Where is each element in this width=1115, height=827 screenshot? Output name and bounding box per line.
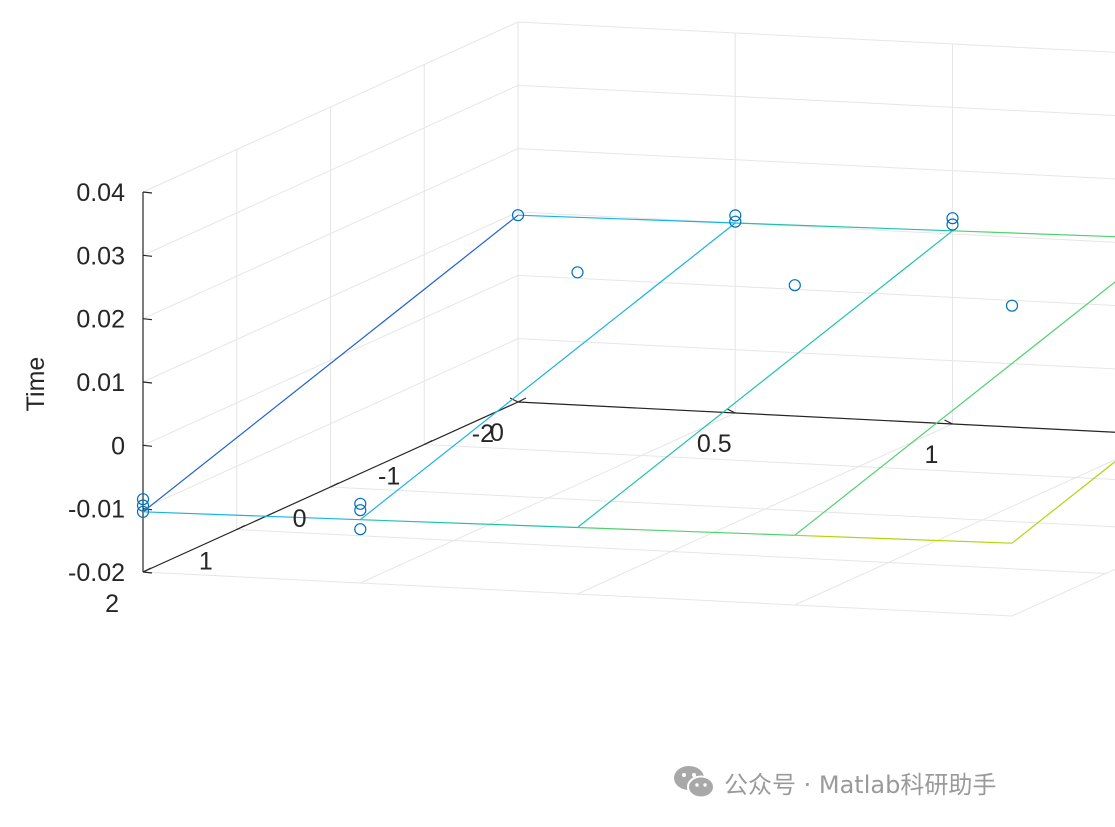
axes [142,191,1115,574]
data-marker [729,209,742,222]
y-tick-label: 2 [105,590,119,618]
grid-line [517,211,1115,243]
x-axis-line [517,401,1115,433]
z-tick-label: -0.01 [68,496,125,524]
z-tick-label: 0.01 [76,369,125,397]
z-tick-label: 0.04 [76,179,125,207]
grid-line [142,148,519,320]
x-tick-mark [944,419,953,425]
data-marker [354,497,367,510]
x-tick-mark [726,408,736,414]
y-tick-label: 1 [199,548,213,576]
y-tick-label: -2 [472,420,494,448]
grid-line [517,274,1115,307]
grid-line [424,444,1115,480]
grid-line [142,274,519,446]
data-marker [946,212,959,225]
watermark-text: 公众号 · Matlab科研助手 [724,770,997,799]
grid-line [142,84,519,256]
data-marker [136,493,150,506]
grid-line [1011,568,1115,617]
y-tick-label: -1 [378,463,400,491]
z-tick-mark [142,318,153,321]
data-marker [354,523,367,536]
y-tick-mark [236,524,246,531]
mesh-line [142,214,519,513]
z-tick-label: -0.02 [68,559,125,587]
mesh-surface [142,214,1115,544]
mesh-line [517,214,736,224]
grid-line [517,401,1115,433]
mesh-line [952,230,1115,238]
x-tick-label: 1 [925,441,939,469]
x-tick-label: 0.5 [697,430,732,458]
mesh-line [794,281,1115,536]
z-tick-label: 0.02 [76,306,125,334]
data-marker [571,266,584,279]
data-marker [788,279,801,292]
y-tick-mark [517,397,527,403]
mesh-line [359,222,736,521]
y-tick-mark [423,439,433,446]
data-marker [729,215,742,228]
grid-line [142,338,519,510]
z-tick-mark [142,571,153,574]
data-marker [946,218,959,231]
mesh-line [360,519,578,529]
data-marker [354,504,367,517]
mesh-line [1011,460,1115,544]
wechat-icon [674,766,715,799]
axis-labels: 00.511.52210-1-20.040.030.020.010-0.01-0… [22,179,939,618]
grid-line [330,486,1115,528]
mesh-line [794,534,1013,544]
data-marker [136,505,150,518]
grid-line [142,21,519,193]
grid-line [142,571,1013,617]
grid-line [142,211,519,383]
grid-line [236,529,1106,574]
grid-lines [142,21,1115,617]
watermark: 公众号 · Matlab科研助手 [672,762,996,802]
grid-line [517,338,1115,370]
z-tick-mark [142,191,153,194]
y-tick-mark [142,567,152,573]
grid-line [794,459,1115,606]
mesh-line [142,511,361,521]
y-tick-mark [330,482,339,488]
grid-line [517,148,1115,180]
data-marker [136,499,150,512]
data-markers [136,209,1019,536]
x-tick-label: 0 [490,419,504,447]
z-axis-label: Time [22,357,50,412]
mesh-line [735,222,953,232]
data-marker [1005,299,1019,312]
z-tick-mark [142,444,153,447]
data-marker [511,209,525,222]
grid-line [517,21,1115,53]
x-tick-mark [509,397,519,403]
mesh-line [577,230,953,528]
z-tick-mark [142,254,153,257]
y-tick-label: 0 [293,505,307,533]
mesh-line [577,526,795,536]
grid-line [517,84,1115,117]
z-tick-mark [142,381,153,384]
z-tick-label: 0 [111,432,125,460]
z-tick-label: 0.03 [76,242,125,270]
grid-line [517,401,1115,433]
